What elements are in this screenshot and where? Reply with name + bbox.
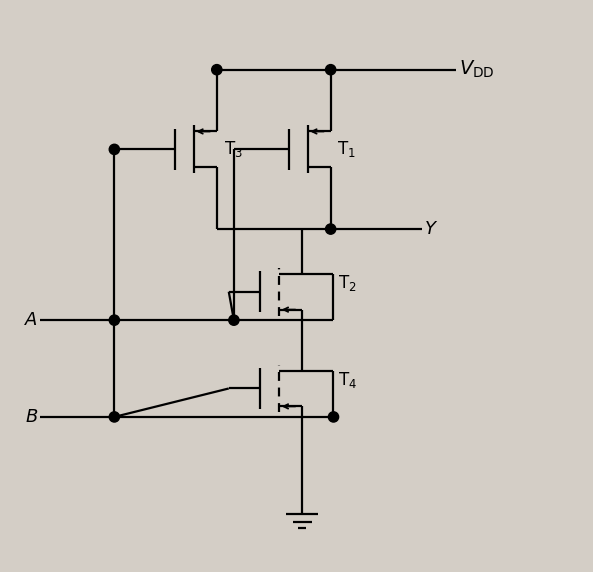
Circle shape bbox=[109, 144, 119, 154]
Text: T$_2$: T$_2$ bbox=[338, 273, 356, 293]
Circle shape bbox=[212, 65, 222, 75]
Text: T$_3$: T$_3$ bbox=[224, 140, 243, 160]
Circle shape bbox=[326, 224, 336, 234]
Circle shape bbox=[329, 412, 339, 422]
Text: T$_1$: T$_1$ bbox=[337, 140, 356, 160]
Text: B: B bbox=[25, 408, 37, 426]
Text: $V_{\mathrm{DD}}$: $V_{\mathrm{DD}}$ bbox=[459, 59, 495, 80]
Circle shape bbox=[109, 315, 119, 325]
Circle shape bbox=[229, 315, 239, 325]
Circle shape bbox=[326, 65, 336, 75]
Circle shape bbox=[109, 412, 119, 422]
Text: T$_4$: T$_4$ bbox=[338, 370, 357, 390]
Text: A: A bbox=[25, 311, 37, 329]
Text: Y: Y bbox=[425, 220, 436, 238]
